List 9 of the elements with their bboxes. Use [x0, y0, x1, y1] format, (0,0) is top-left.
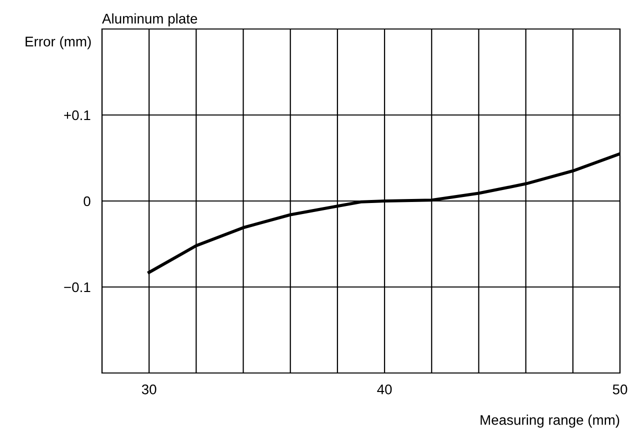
y-tick-label: 0 [84, 196, 90, 206]
x-axis-title: Measuring range (mm) [480, 414, 620, 428]
x-tick-label: 40 [377, 384, 392, 394]
x-tick-label: 30 [142, 384, 156, 394]
y-axis-title: Error (mm) [26, 36, 91, 50]
y-tick-label: −0.1 [64, 282, 90, 292]
x-tick-label: 50 [612, 384, 628, 394]
chart-title: Aluminum plate [102, 13, 198, 26]
y-tick-label: +0.1 [64, 110, 90, 120]
